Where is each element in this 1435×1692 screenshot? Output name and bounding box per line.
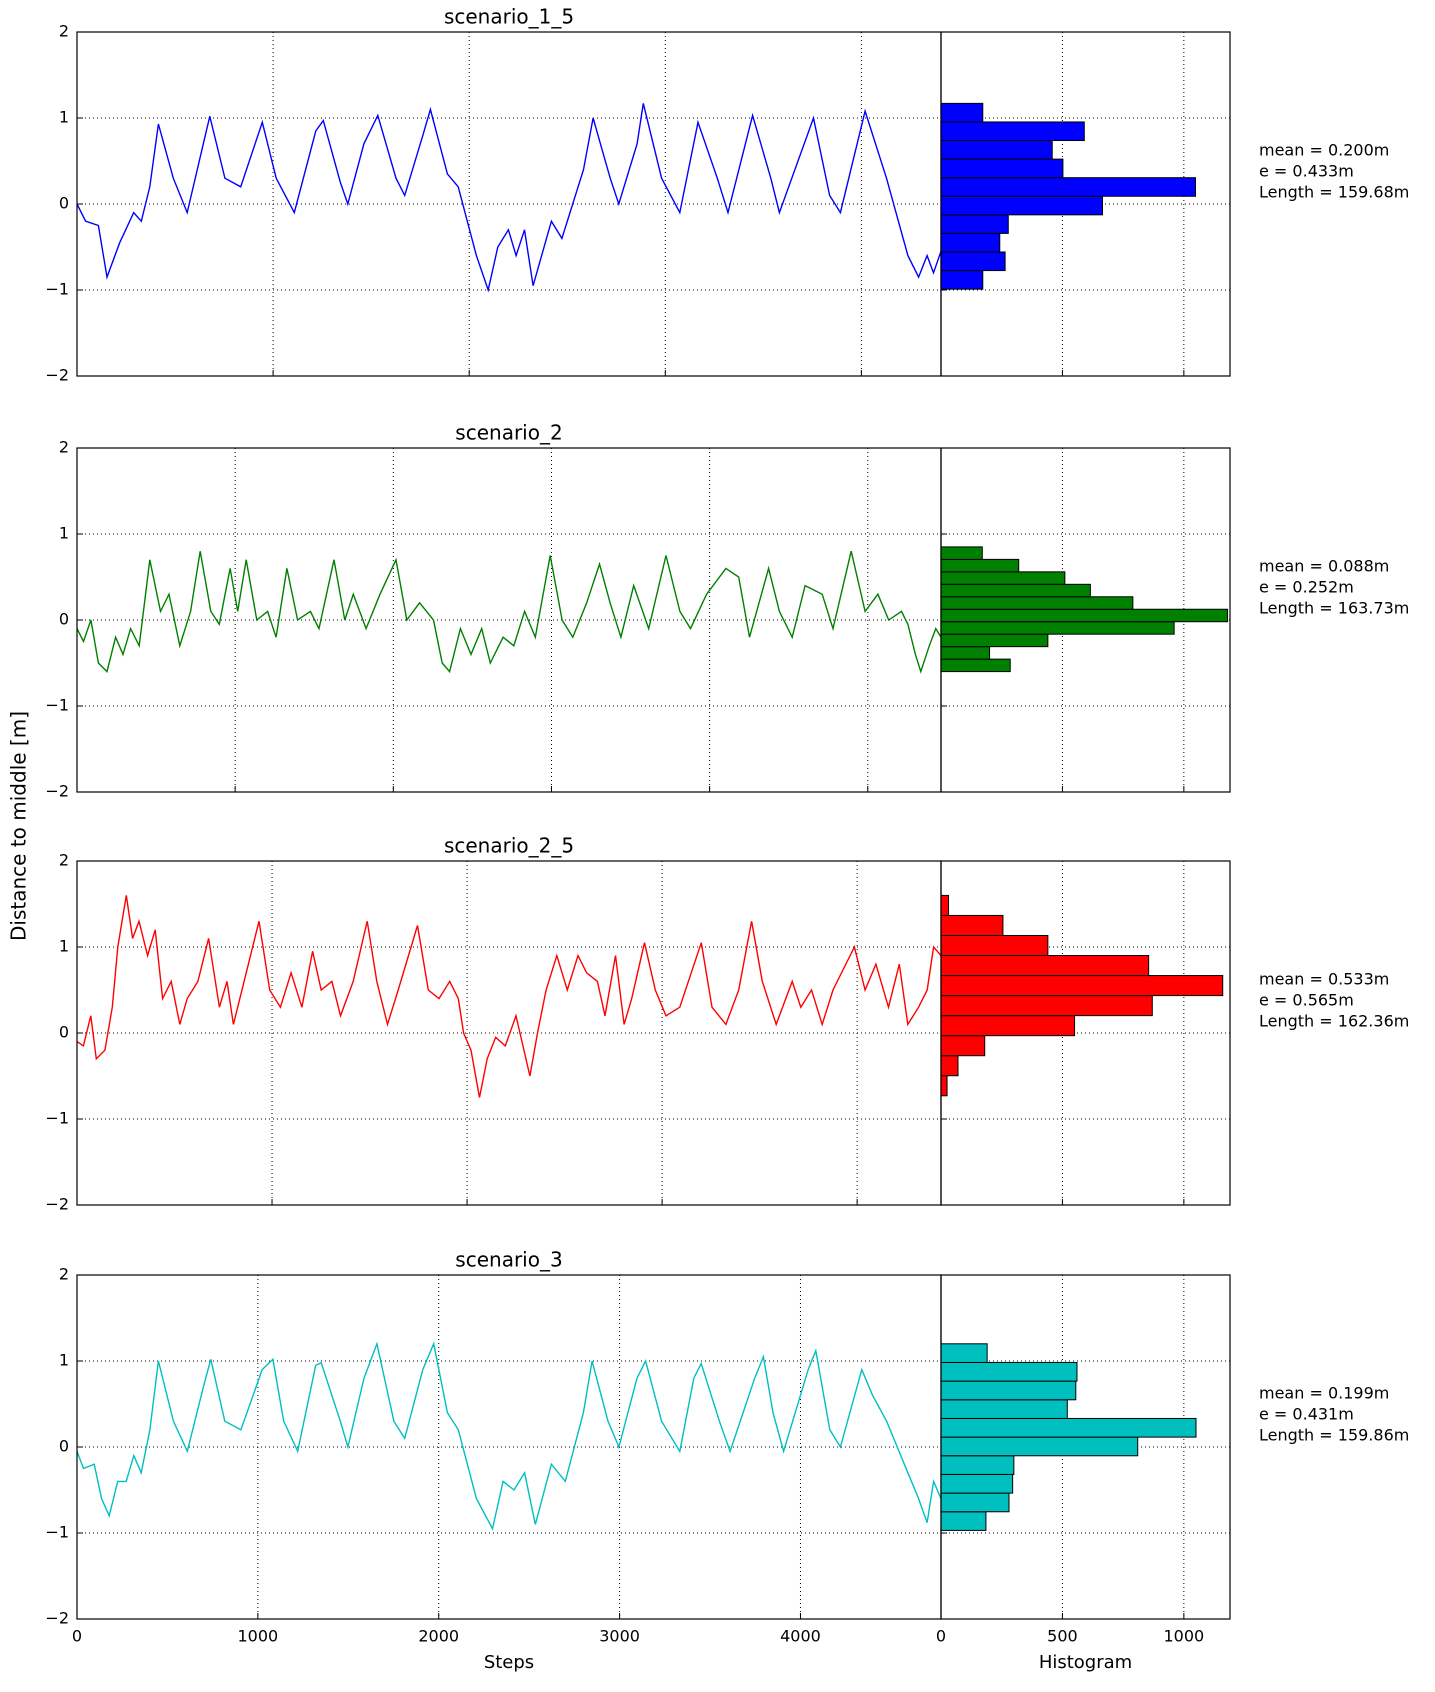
stats-annotation: e = 0.565m — [1259, 991, 1354, 1010]
plot-frame — [940, 860, 1231, 1206]
stats-annotation: mean = 0.200m — [1259, 141, 1389, 160]
x-tick-label: 4000 — [780, 1627, 821, 1646]
histogram-bar — [940, 1015, 1076, 1037]
stats-annotation: e = 0.431m — [1259, 1405, 1354, 1424]
stats-annotation: Length = 159.68m — [1259, 183, 1409, 202]
histogram-bar — [940, 1380, 1077, 1401]
histogram-bar — [940, 633, 1049, 648]
histogram-bar — [940, 558, 1020, 573]
histogram-bar — [940, 975, 1224, 997]
histogram-bar — [940, 1399, 1068, 1419]
y-tick-label: 2 — [59, 22, 69, 41]
histogram-bar — [940, 621, 1175, 635]
data-line — [76, 103, 942, 293]
histogram-bar — [940, 270, 984, 290]
histogram-bar — [940, 102, 984, 123]
x-tick-label: 2000 — [418, 1627, 459, 1646]
x-tick-label: 0 — [72, 1627, 82, 1646]
histogram-bar — [940, 232, 1001, 253]
x-tick-label: 3000 — [599, 1627, 640, 1646]
y-tick-label: −1 — [45, 280, 69, 299]
histogram-bar — [940, 1455, 1015, 1475]
histogram-bar — [940, 195, 1103, 216]
x-tick-label: 1000 — [238, 1627, 279, 1646]
y-tick-label: 1 — [59, 108, 69, 127]
x-axis-label: Histogram — [1039, 1652, 1132, 1673]
histogram-bar — [940, 995, 1153, 1017]
stats-annotation: e = 0.252m — [1259, 578, 1354, 597]
histogram-bar — [940, 251, 1006, 272]
plot-frame — [940, 1274, 1231, 1620]
y-tick-label: −2 — [45, 1609, 69, 1628]
stats-annotation: mean = 0.199m — [1259, 1384, 1389, 1403]
histogram-bar — [940, 1055, 959, 1077]
x-tick-label: 0 — [936, 1627, 946, 1646]
y-tick-label: −2 — [45, 782, 69, 801]
histogram-bar — [940, 1492, 1010, 1513]
histogram-bar — [940, 1417, 1197, 1438]
histogram-bar — [940, 158, 1064, 179]
y-tick-label: −1 — [45, 696, 69, 715]
y-tick-label: 1 — [59, 937, 69, 956]
y-tick-label: 1 — [59, 524, 69, 543]
y-tick-label: 0 — [59, 1437, 69, 1456]
histogram-bar — [940, 596, 1134, 610]
stats-annotation: e = 0.433m — [1259, 162, 1354, 181]
y-tick-label: −2 — [45, 366, 69, 385]
histogram-bar — [940, 894, 950, 916]
stats-annotation: Length = 162.36m — [1259, 1012, 1409, 1031]
histogram-bar — [940, 1511, 987, 1531]
histogram-bar — [940, 934, 1049, 957]
x-axis-label: Steps — [484, 1652, 534, 1673]
y-tick-label: 2 — [59, 438, 69, 457]
histogram-bar — [940, 571, 1066, 585]
y-tick-label: 2 — [59, 851, 69, 870]
chart-title: scenario_2_5 — [444, 834, 574, 858]
y-tick-label: −1 — [45, 1109, 69, 1128]
chart-title: scenario_3 — [455, 1248, 562, 1272]
plot-frame — [940, 447, 1231, 793]
x-tick-label: 1000 — [1163, 1627, 1204, 1646]
y-tick-label: −2 — [45, 1195, 69, 1214]
data-line — [76, 895, 942, 1098]
histogram-bar — [940, 1361, 1078, 1382]
histogram-bar — [940, 1035, 986, 1057]
histogram-bar — [940, 1436, 1139, 1457]
stats-annotation: Length = 159.86m — [1259, 1426, 1409, 1445]
y-axis-label: Distance to middle [m] — [7, 711, 31, 941]
y-tick-label: 0 — [59, 194, 69, 213]
data-line — [76, 551, 942, 674]
histogram-bar — [940, 1473, 1014, 1494]
y-tick-label: 0 — [59, 610, 69, 629]
histogram-bar — [940, 608, 1229, 623]
histogram-bar — [940, 214, 1009, 234]
chart-title: scenario_2 — [455, 421, 562, 445]
x-tick-label: 500 — [1047, 1627, 1078, 1646]
stats-annotation: mean = 0.533m — [1259, 970, 1389, 989]
histogram-bar — [940, 955, 1150, 977]
histogram-bar — [940, 546, 983, 560]
histogram-bar — [940, 658, 1011, 673]
stats-annotation: Length = 163.73m — [1259, 599, 1409, 618]
y-tick-label: 2 — [59, 1265, 69, 1284]
stats-annotation: mean = 0.088m — [1259, 557, 1389, 576]
histogram-bar — [940, 121, 1085, 142]
y-tick-label: 1 — [59, 1351, 69, 1370]
plot-frame — [940, 31, 1231, 377]
histogram-bar — [940, 646, 991, 660]
y-tick-label: −1 — [45, 1523, 69, 1542]
chart-title: scenario_1_5 — [444, 5, 574, 29]
histogram-bar — [940, 1343, 988, 1363]
histogram-bar — [940, 140, 1053, 160]
histogram-bar — [940, 177, 1197, 197]
histogram-bar — [940, 914, 1004, 936]
y-tick-label: 0 — [59, 1023, 69, 1042]
data-line — [76, 1341, 942, 1531]
histogram-bar — [940, 583, 1091, 598]
histogram-bar — [940, 1075, 948, 1097]
